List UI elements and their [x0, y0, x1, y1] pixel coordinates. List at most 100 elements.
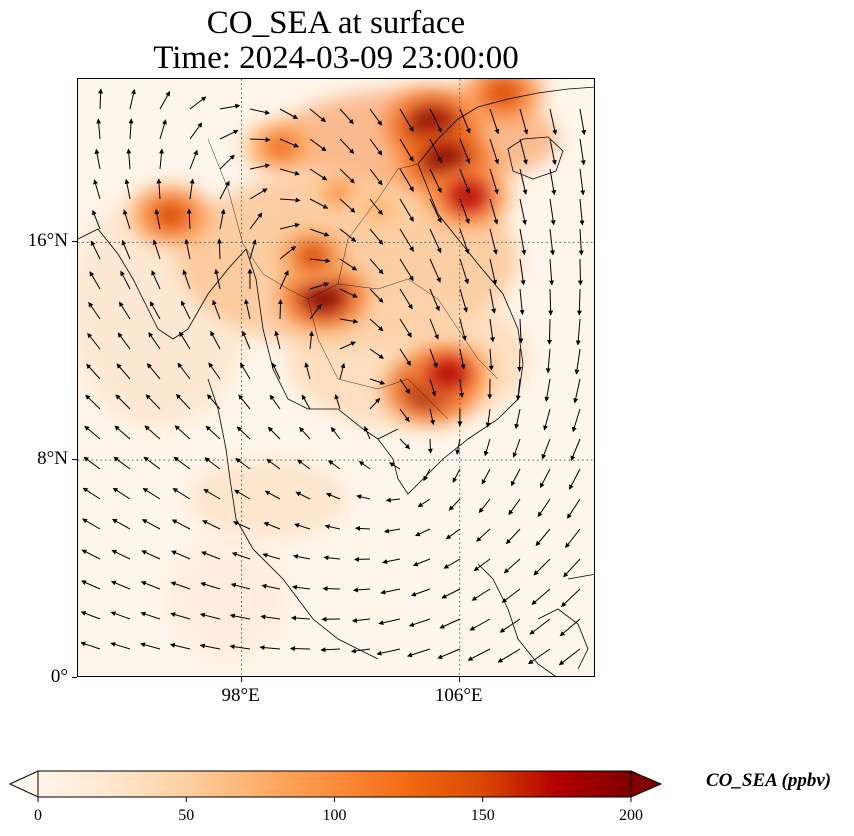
lat-tick-mark [72, 459, 77, 461]
wind-arrow [519, 108, 529, 135]
wind-arrow [294, 523, 311, 530]
wind-arrow [535, 528, 551, 547]
wind-arrow [91, 209, 101, 230]
wind-arrow [236, 426, 251, 440]
wind-arrow [537, 498, 551, 518]
wind-arrow [244, 298, 251, 320]
wind-arrow [309, 198, 329, 209]
wind-arrow [410, 588, 431, 597]
wind-arrow [292, 554, 311, 560]
wind-arrow [429, 348, 438, 369]
map-panel [77, 78, 595, 677]
wind-arrow [126, 148, 132, 170]
wind-arrow [111, 549, 131, 560]
wind-arrow [260, 614, 281, 620]
wind-arrow [202, 520, 221, 530]
lat-tick-label: 16°N [27, 230, 68, 252]
wind-arrow [531, 588, 551, 605]
wind-arrow [87, 332, 101, 350]
wind-arrow [577, 258, 583, 286]
wind-arrow [295, 491, 311, 500]
wind-arrow [429, 378, 437, 397]
wind-arrow [304, 362, 311, 380]
wind-arrow [301, 394, 311, 410]
wind-arrow [489, 288, 497, 314]
wind-arrow [459, 348, 466, 370]
wind-arrow [399, 228, 414, 252]
colorbar-bar [8, 770, 663, 802]
wind-arrow [399, 378, 411, 395]
wind-arrow [339, 362, 346, 380]
wind-arrow [172, 488, 191, 500]
wind-arrow [399, 318, 412, 338]
wind-arrow [417, 498, 431, 508]
wind-arrow [355, 525, 371, 531]
wind-arrow [203, 488, 221, 500]
wind-arrow [339, 258, 358, 271]
wind-arrow [262, 552, 281, 560]
wind-arrow [235, 458, 251, 470]
lat-tick-label: 8°N [37, 448, 68, 470]
wind-arrow [182, 269, 191, 290]
wind-arrow [429, 288, 440, 312]
wind-arrow [350, 648, 371, 654]
wind-arrow [216, 238, 222, 260]
wind-arrow [86, 363, 101, 380]
wind-arrow [519, 228, 527, 256]
wind-arrow [501, 588, 521, 603]
wind-arrow [88, 301, 101, 320]
hotspot-core [427, 357, 470, 389]
colorbar-min-extend [8, 770, 39, 798]
colorbar-tick-label: 0 [34, 807, 42, 824]
wind-arrow [249, 212, 263, 230]
wind-arrow [399, 258, 414, 282]
wind-arrow [352, 587, 371, 593]
wind-arrow [145, 394, 161, 410]
wind-arrow [478, 498, 491, 514]
wind-arrow [376, 648, 401, 656]
lat-tick-mark [72, 677, 77, 678]
wind-arrow [429, 408, 435, 426]
wind-arrow [146, 363, 161, 380]
wind-arrow [427, 438, 433, 454]
wind-arrow [229, 644, 251, 650]
wind-arrow [189, 122, 203, 140]
colorbar-max-extend [630, 770, 663, 798]
wind-arrow [141, 550, 161, 560]
wind-arrow [459, 288, 468, 313]
wind-arrow [415, 528, 431, 537]
wind-arrow [205, 425, 221, 440]
wind-arrow [571, 408, 581, 433]
wind-arrow [214, 268, 221, 290]
wind-arrow [279, 270, 289, 290]
wind-arrow [219, 129, 239, 140]
colorbar-gradient [37, 770, 632, 798]
colorbar-tick-label: 150 [470, 807, 495, 824]
wind-arrow [356, 494, 371, 500]
chart-title-line2: Time: 2024-03-09 23:00:00 [153, 40, 519, 76]
wind-arrow [152, 239, 161, 260]
wind-arrow [399, 408, 410, 423]
wind-arrow [339, 168, 355, 184]
wind-arrow [81, 580, 101, 590]
wind-arrow [561, 588, 581, 607]
wind-arrow [399, 138, 414, 162]
wind-arrow [112, 487, 131, 500]
wind-arrow [159, 119, 167, 140]
wind-arrow [549, 168, 557, 196]
wind-arrow [212, 299, 221, 320]
wind-arrow [559, 618, 581, 637]
wind-arrow [533, 558, 551, 576]
wind-arrow [177, 362, 191, 380]
wind-arrow [429, 258, 441, 283]
wind-arrow [399, 168, 414, 192]
wind-arrow [322, 586, 341, 592]
wind-arrow [308, 330, 314, 350]
wind-arrow [517, 348, 523, 373]
wind-arrow [279, 138, 299, 148]
wind-arrow [339, 288, 358, 298]
wind-arrow [110, 580, 131, 590]
wind-arrow [110, 611, 131, 620]
colorbar-tick-label: 100 [322, 807, 347, 824]
wind-arrow [505, 528, 521, 545]
